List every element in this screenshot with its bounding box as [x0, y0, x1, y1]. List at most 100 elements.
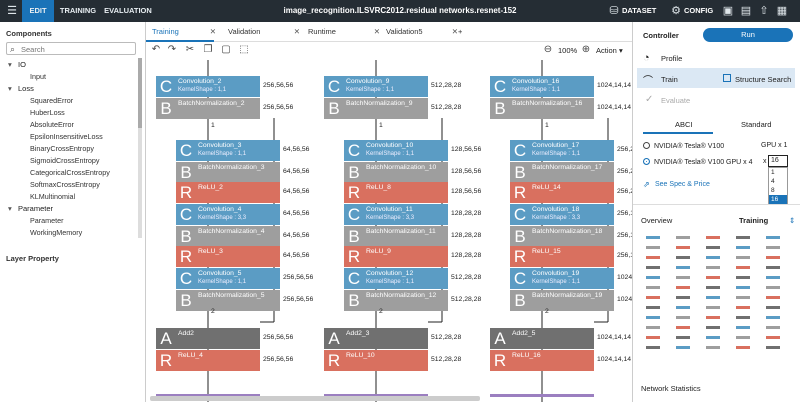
- gpu-count-select[interactable]: 16: [768, 155, 788, 167]
- action-menu[interactable]: Action ▾: [596, 46, 623, 55]
- component-item[interactable]: WorkingMemory: [30, 228, 83, 237]
- run-button[interactable]: Run: [703, 28, 793, 42]
- component-item[interactable]: HuberLoss: [30, 108, 65, 117]
- save-as-icon[interactable]: ▤: [740, 5, 752, 17]
- component-item[interactable]: Parameter: [30, 216, 64, 225]
- layer-block[interactable]: R ReLU_4: [156, 350, 260, 371]
- layer-block[interactable]: C Convolution_5 KernelShape : 1,1: [176, 268, 280, 289]
- layer-block[interactable]: R ReLU_3: [176, 246, 280, 267]
- layer-block[interactable]: B BatchNormalization_18: [510, 226, 614, 247]
- layer-block[interactable]: R ReLU_10: [324, 350, 428, 371]
- select-icon[interactable]: ⬚: [239, 44, 249, 55]
- layer-block[interactable]: C Convolution_9 KernelShape : 1,1: [324, 76, 428, 97]
- layer-block[interactable]: B BatchNormalization_19: [510, 290, 614, 311]
- component-item[interactable]: AbsoluteError: [30, 120, 74, 129]
- radio-button[interactable]: [643, 142, 650, 149]
- components-scrollbar[interactable]: [138, 58, 142, 238]
- radio-button-selected[interactable]: [643, 158, 650, 165]
- layer-block[interactable]: C Convolution_16 KernelShape : 1,1: [490, 76, 594, 97]
- category-io[interactable]: ▾ IO: [8, 60, 26, 69]
- config-label[interactable]: CONFIG: [684, 6, 714, 15]
- close-icon[interactable]: ✕: [209, 27, 216, 36]
- overview-minimap[interactable]: [642, 232, 792, 372]
- cut-icon[interactable]: ✂: [185, 44, 195, 55]
- category-parameter[interactable]: ▾ Parameter: [8, 204, 53, 213]
- tab-edit[interactable]: EDIT: [22, 0, 54, 22]
- see-spec-link[interactable]: See Spec & Price: [655, 181, 710, 188]
- component-item[interactable]: SigmoidCrossEntropy: [30, 156, 100, 165]
- gpu-count-option[interactable]: 8: [771, 187, 775, 194]
- layer-block[interactable]: A Add2_5: [490, 328, 594, 349]
- network-canvas[interactable]: C Convolution_2 KernelShape : 1,1 256,56,56…: [146, 60, 632, 402]
- layer-block[interactable]: C Convolution_4 KernelShape : 3,3: [176, 204, 280, 225]
- menu-icon[interactable]: ☰: [7, 5, 17, 17]
- close-icon[interactable]: ✕: [373, 27, 380, 36]
- structure-search-checkbox[interactable]: [723, 74, 731, 82]
- chevron-down-icon[interactable]: ▾: [8, 84, 12, 93]
- tab-training[interactable]: TRAINING: [59, 6, 97, 15]
- tab-validation5[interactable]: Validation5 ✕: [386, 22, 462, 42]
- chevron-down-icon[interactable]: ▾: [8, 204, 12, 213]
- layer-block[interactable]: C Convolution_17 KernelShape : 1,1: [510, 140, 614, 161]
- copy-icon[interactable]: ❐: [203, 44, 213, 55]
- layer-block[interactable]: B BatchNormalization_12: [344, 290, 448, 311]
- paste-icon[interactable]: ▢: [221, 44, 231, 55]
- layer-block[interactable]: R ReLU_16: [490, 350, 594, 371]
- overview-mode-select[interactable]: Training: [739, 216, 769, 225]
- zoom-out-icon[interactable]: ⊖: [543, 44, 553, 55]
- component-item[interactable]: SoftmaxCrossEntropy: [30, 180, 100, 189]
- tab-validation[interactable]: Validation ✕: [228, 22, 304, 42]
- layer-block[interactable]: C Convolution_11 KernelShape : 3,3: [344, 204, 448, 225]
- dataset-label[interactable]: DATASET: [622, 6, 657, 15]
- close-icon[interactable]: ✕: [293, 27, 300, 36]
- evaluate-option[interactable]: Evaluate: [661, 96, 691, 105]
- category-loss[interactable]: ▾ Loss: [8, 84, 34, 93]
- search-input[interactable]: [21, 44, 133, 54]
- gpu-count-option[interactable]: 1: [771, 169, 775, 176]
- layer-block[interactable]: A Add2: [156, 328, 260, 349]
- layer-block[interactable]: B BatchNormalization_16: [490, 98, 594, 119]
- component-item[interactable]: KLMultinomial: [30, 192, 76, 201]
- component-item[interactable]: BinaryCrossEntropy: [30, 144, 94, 153]
- undo-icon[interactable]: ↶: [151, 44, 161, 55]
- save-icon[interactable]: ▣: [722, 5, 734, 17]
- gpu-count-option[interactable]: 4: [771, 178, 775, 185]
- tab-standard[interactable]: Standard: [741, 120, 772, 129]
- layer-block[interactable]: C Convolution_10 KernelShape : 1,1: [344, 140, 448, 161]
- layer-block[interactable]: B BatchNormalization_4: [176, 226, 280, 247]
- profile-option[interactable]: Profile: [661, 54, 683, 63]
- close-icon[interactable]: ✕: [451, 27, 458, 36]
- gear-icon[interactable]: ⚙: [671, 5, 681, 17]
- layer-block[interactable]: C Convolution_19 KernelShape : 1,1: [510, 268, 614, 289]
- gpu-option-1[interactable]: NVIDIA® Tesla® V100: [643, 142, 724, 150]
- layer-block[interactable]: B BatchNormalization_17: [510, 162, 614, 183]
- layer-block[interactable]: B BatchNormalization_3: [176, 162, 280, 183]
- layer-block[interactable]: A Add2_3: [324, 328, 428, 349]
- component-item[interactable]: Input: [30, 72, 46, 81]
- zoom-in-icon[interactable]: ⊕: [581, 44, 591, 55]
- canvas-horizontal-scrollbar[interactable]: [150, 396, 480, 401]
- redo-icon[interactable]: ↷: [167, 44, 177, 55]
- layer-block[interactable]: C Convolution_3 KernelShape : 1,1: [176, 140, 280, 161]
- gpu-count-dropdown[interactable]: 1 4 8 16: [768, 167, 788, 204]
- dataset-icon[interactable]: ⛁: [609, 5, 619, 17]
- layer-block[interactable]: R ReLU_15: [510, 246, 614, 267]
- layer-block[interactable]: B BatchNormalization_11: [344, 226, 448, 247]
- layer-block[interactable]: C Convolution_18 KernelShape : 3,3: [510, 204, 614, 225]
- upload-icon[interactable]: ⇧: [759, 5, 769, 17]
- component-item[interactable]: EpsilonInsensitiveLoss: [30, 132, 103, 141]
- gpu-option-2[interactable]: NVIDIA® Tesla® V100 GPU x 4: [643, 158, 753, 166]
- tab-training-graph[interactable]: Training ✕: [152, 22, 220, 42]
- layer-block[interactable]: B BatchNormalization_5: [176, 290, 280, 311]
- open-icon[interactable]: ▦: [776, 5, 788, 17]
- gpu-count-option[interactable]: 16: [769, 195, 787, 204]
- layer-block[interactable]: B BatchNormalization_2: [156, 98, 260, 119]
- layer-block[interactable]: B BatchNormalization_9: [324, 98, 428, 119]
- layer-block[interactable]: R ReLU_9: [344, 246, 448, 267]
- layer-block[interactable]: R ReLU_14: [510, 182, 614, 203]
- chevron-updown-icon[interactable]: ⇕: [789, 216, 796, 225]
- tab-evaluation[interactable]: EVALUATION: [104, 6, 152, 15]
- train-option[interactable]: Train: [661, 75, 678, 84]
- layer-block[interactable]: R ReLU_8: [344, 182, 448, 203]
- chevron-down-icon[interactable]: ▾: [8, 60, 12, 69]
